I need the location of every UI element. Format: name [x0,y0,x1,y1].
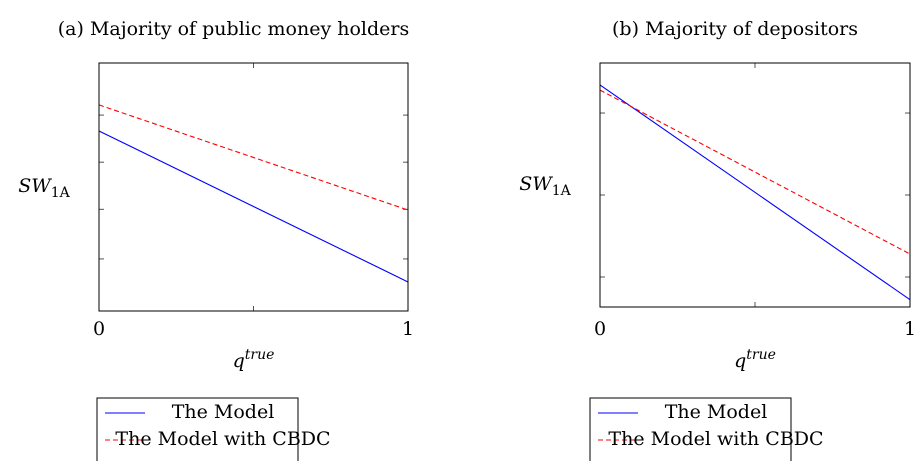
y-axis-label: SW1A [18,175,70,201]
x-axis-label: qtrue [233,347,275,372]
x-tick-label: 0 [594,318,606,340]
y-label-main: SW [18,175,52,197]
x-tick-label: 1 [402,318,414,340]
y-label-main: SW [519,173,553,195]
x-label-sup: true [746,347,776,363]
series-line [98,104,409,211]
legend-box [96,397,299,461]
chart-title: (b) Majority of depositors [612,18,858,40]
legend-box [589,397,792,461]
x-tick-label: 0 [93,318,105,340]
series-line [599,84,911,301]
x-axis-label: qtrue [734,347,776,372]
series-line [98,130,409,283]
plot-frame [599,62,911,308]
x-label-main: q [233,350,245,372]
y-label-sub: 1A [552,183,572,199]
plot-frame [98,62,409,312]
x-tick-label: 1 [904,318,916,340]
x-label-sup: true [245,347,275,363]
legend-label: The Model [172,401,275,423]
chart-title: (a) Majority of public money holders [58,18,409,40]
x-label-main: q [734,350,746,372]
legend-label: The Model [665,401,768,423]
legend-label: The Model with CBDC [608,428,823,450]
legend-label: The Model with CBDC [115,428,330,450]
y-label-sub: 1A [51,185,71,201]
series-line [599,89,911,255]
y-axis-label: SW1A [519,173,571,199]
